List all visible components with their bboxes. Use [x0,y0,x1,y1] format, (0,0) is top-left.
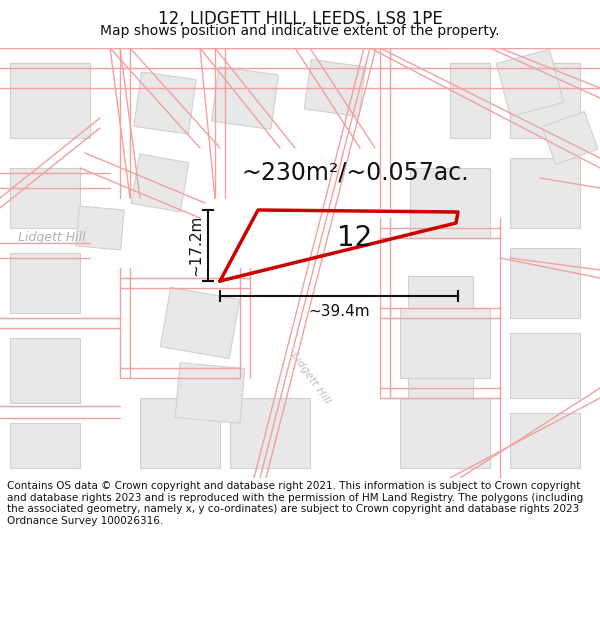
Polygon shape [510,63,580,138]
Polygon shape [76,206,124,250]
Text: ~230m²/~0.057ac.: ~230m²/~0.057ac. [241,161,469,185]
Polygon shape [400,398,490,468]
Polygon shape [160,288,239,359]
Polygon shape [134,72,196,134]
Text: Contains OS data © Crown copyright and database right 2021. This information is : Contains OS data © Crown copyright and d… [7,481,583,526]
Text: 12: 12 [337,224,373,252]
Polygon shape [10,253,80,313]
Polygon shape [10,63,90,138]
Polygon shape [304,59,366,117]
Polygon shape [496,49,563,117]
Polygon shape [510,333,580,398]
Polygon shape [131,154,189,212]
Polygon shape [10,168,80,228]
Polygon shape [510,413,580,468]
Polygon shape [175,362,245,423]
Polygon shape [211,67,278,129]
Polygon shape [10,338,80,403]
Polygon shape [450,63,490,138]
Polygon shape [407,276,473,331]
Polygon shape [542,111,598,164]
Polygon shape [510,248,580,318]
Text: Map shows position and indicative extent of the property.: Map shows position and indicative extent… [100,24,500,38]
Polygon shape [407,356,473,411]
Polygon shape [230,398,310,468]
Text: Lidgett Hill: Lidgett Hill [18,231,86,244]
Text: 12, LIDGETT HILL, LEEDS, LS8 1PE: 12, LIDGETT HILL, LEEDS, LS8 1PE [158,9,442,28]
Text: ~39.4m: ~39.4m [308,304,370,319]
Polygon shape [10,423,80,468]
Polygon shape [510,158,580,228]
Polygon shape [140,398,220,468]
Polygon shape [410,168,490,238]
Text: Lidgett Hill: Lidgett Hill [289,351,331,406]
Text: ~17.2m: ~17.2m [188,215,203,276]
Polygon shape [400,308,490,378]
